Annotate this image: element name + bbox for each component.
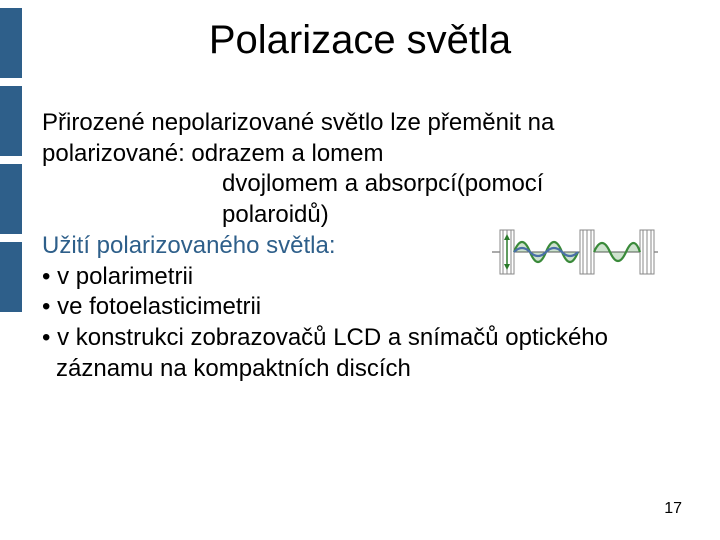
methods-line: dvojlomem a absorpcí(pomocí bbox=[42, 169, 700, 200]
sidebar-segment bbox=[0, 164, 22, 234]
para-line: Přirozené nepolarizované světlo lze přem… bbox=[42, 108, 700, 139]
sidebar-segment bbox=[0, 86, 22, 156]
page-title: Polarizace světla bbox=[0, 18, 720, 63]
bullet-item: • ve fotoelasticimetrii bbox=[42, 292, 700, 323]
para-line: polarizované: odrazem a lomem bbox=[42, 139, 700, 170]
sidebar-segment bbox=[0, 242, 22, 312]
sidebar-decor bbox=[0, 0, 28, 540]
page-number: 17 bbox=[664, 500, 682, 518]
bullet-item-cont: záznamu na kompaktních discích bbox=[42, 354, 700, 385]
bullet-item: • v konstrukci zobrazovačů LCD a snímačů… bbox=[42, 323, 700, 354]
polarization-wave-diagram bbox=[490, 224, 660, 280]
